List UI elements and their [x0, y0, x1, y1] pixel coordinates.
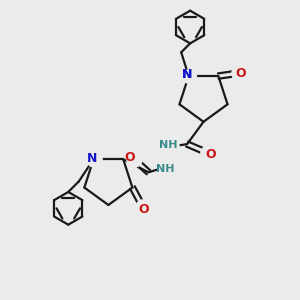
Text: NH: NH	[159, 140, 177, 150]
Text: N: N	[182, 68, 192, 81]
Text: O: O	[235, 67, 246, 80]
Text: O: O	[139, 203, 149, 216]
Text: NH: NH	[156, 164, 175, 174]
Text: N: N	[87, 152, 98, 165]
Text: O: O	[206, 148, 216, 161]
Text: N: N	[182, 68, 192, 81]
Text: O: O	[125, 151, 135, 164]
